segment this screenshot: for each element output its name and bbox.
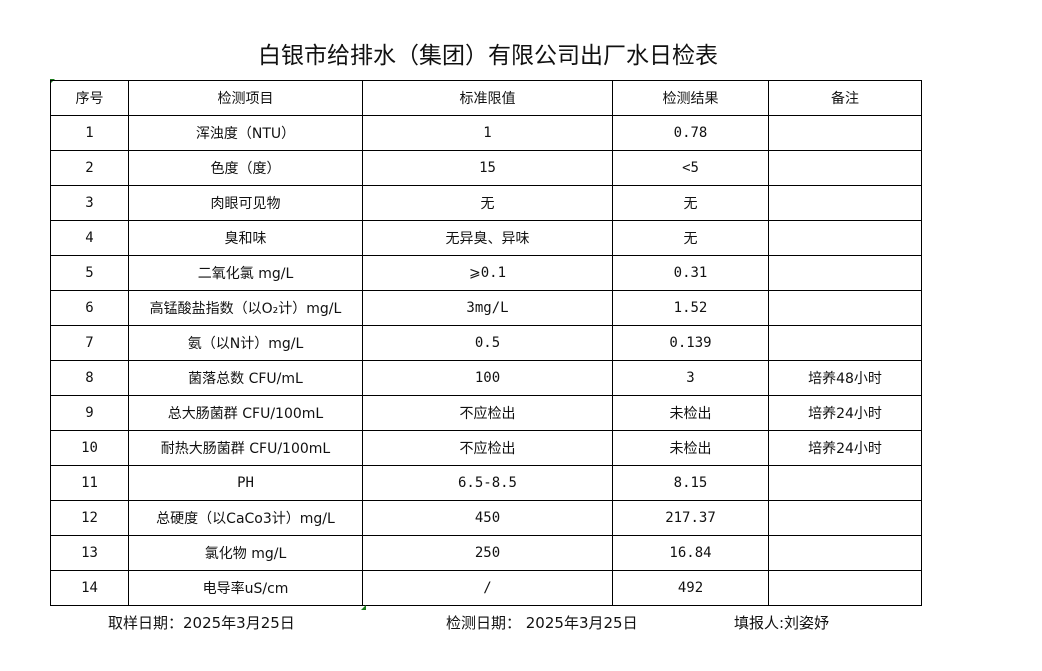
test-item-cell: 臭和味 bbox=[128, 220, 363, 256]
header-row: 序号 检测项目 标准限值 检测结果 备注 bbox=[50, 80, 922, 116]
test-item-cell: 氯化物 mg/L bbox=[128, 535, 363, 571]
test-date: 检测日期： 2025年3月25日 bbox=[446, 614, 638, 632]
row-number-cell: 6 bbox=[50, 290, 129, 326]
row-number-cell: 10 bbox=[50, 430, 129, 466]
standard-limit-cell: 不应检出 bbox=[362, 430, 613, 466]
test-item-cell: 高锰酸盐指数（以O₂计）mg/L bbox=[128, 290, 363, 326]
test-item-cell: 耐热大肠菌群 CFU/100mL bbox=[128, 430, 363, 466]
test-item-cell: 电导率uS/cm bbox=[128, 570, 363, 606]
remark-cell bbox=[768, 535, 922, 571]
standard-limit-cell: / bbox=[362, 570, 613, 606]
row-number-cell: 9 bbox=[50, 395, 129, 431]
water-test-table: 序号 检测项目 标准限值 检测结果 备注 1 浑浊度（NTU） 1 0.78 2 色度（度） 15 <… bbox=[50, 80, 922, 606]
table-row: 4 臭和味 无异臭、异味无 bbox=[50, 220, 922, 256]
remark-cell bbox=[768, 290, 922, 326]
table-row: 14 电导率uS/cm/492 bbox=[50, 570, 922, 606]
standard-limit-cell: 无异臭、异味 bbox=[362, 220, 613, 256]
table-row: 1 浑浊度（NTU） 1 0.78 bbox=[50, 115, 922, 151]
row-number-cell: 13 bbox=[50, 535, 129, 571]
test-result-cell: 8.15 bbox=[612, 465, 769, 501]
row-number-cell: 8 bbox=[50, 360, 129, 396]
test-item-cell: 色度（度） bbox=[128, 150, 363, 186]
remark-cell bbox=[768, 115, 922, 151]
cell-marker bbox=[361, 605, 366, 610]
page-title: 白银市给排水（集团）有限公司出厂水日检表 bbox=[258, 43, 718, 69]
standard-limit-cell: 6.5-8.5 bbox=[362, 465, 613, 501]
sampling-date: 取样日期：2025年3月25日 bbox=[108, 614, 295, 632]
table-row: 8 菌落总数 CFU/mL 100 3 培养48小时 bbox=[50, 360, 922, 396]
remark-cell bbox=[768, 185, 922, 221]
remark-cell bbox=[768, 255, 922, 291]
table-row: 2 色度（度） 15 <5 bbox=[50, 150, 922, 186]
table-row: 11 PH 6.5-8.5 8.15 bbox=[50, 465, 922, 501]
test-item-cell: 肉眼可见物 bbox=[128, 185, 363, 221]
test-result-cell: 3 bbox=[612, 360, 769, 396]
table-row: 3 肉眼可见物无无 bbox=[50, 185, 922, 221]
remark-cell bbox=[768, 220, 922, 256]
standard-limit-cell: 250 bbox=[362, 535, 613, 571]
row-number-cell: 4 bbox=[50, 220, 129, 256]
table-row: 10 耐热大肠菌群 CFU/100mL 不应检出 未检出 培养24小时 bbox=[50, 430, 922, 466]
row-number-cell: 12 bbox=[50, 500, 129, 536]
row-number-cell: 11 bbox=[50, 465, 129, 501]
column-header: 检测项目 bbox=[128, 80, 363, 116]
test-result-cell: 0.78 bbox=[612, 115, 769, 151]
test-result-cell: 492 bbox=[612, 570, 769, 606]
reporter: 填报人:刘姿妤 bbox=[734, 614, 830, 632]
row-number-cell: 1 bbox=[50, 115, 129, 151]
test-result-cell: 未检出 bbox=[612, 430, 769, 466]
remark-cell: 培养24小时 bbox=[768, 395, 922, 431]
remark-cell: 培养24小时 bbox=[768, 430, 922, 466]
table-row: 13 氯化物 mg/L 250 16.84 bbox=[50, 535, 922, 571]
standard-limit-cell: 15 bbox=[362, 150, 613, 186]
test-result-cell: 无 bbox=[612, 220, 769, 256]
remark-cell bbox=[768, 465, 922, 501]
row-number-cell: 3 bbox=[50, 185, 129, 221]
test-item-cell: 二氧化氯 mg/L bbox=[128, 255, 363, 291]
column-header: 检测结果 bbox=[612, 80, 769, 116]
test-item-cell: 总大肠菌群 CFU/100mL bbox=[128, 395, 363, 431]
test-result-cell: 217.37 bbox=[612, 500, 769, 536]
table-row: 9 总大肠菌群 CFU/100mL 不应检出 未检出 培养24小时 bbox=[50, 395, 922, 431]
remark-cell: 培养48小时 bbox=[768, 360, 922, 396]
remark-cell bbox=[768, 150, 922, 186]
row-number-cell: 5 bbox=[50, 255, 129, 291]
test-result-cell: 0.31 bbox=[612, 255, 769, 291]
standard-limit-cell: 100 bbox=[362, 360, 613, 396]
table-row: 7 氨（以N计）mg/L 0.5 0.139 bbox=[50, 325, 922, 361]
remark-cell bbox=[768, 325, 922, 361]
row-number-cell: 7 bbox=[50, 325, 129, 361]
standard-limit-cell: 不应检出 bbox=[362, 395, 613, 431]
test-item-cell: 菌落总数 CFU/mL bbox=[128, 360, 363, 396]
test-item-cell: PH bbox=[128, 465, 363, 501]
test-result-cell: 16.84 bbox=[612, 535, 769, 571]
standard-limit-cell: 1 bbox=[362, 115, 613, 151]
column-header: 标准限值 bbox=[362, 80, 613, 116]
column-header: 备注 bbox=[768, 80, 922, 116]
column-header: 序号 bbox=[50, 80, 129, 116]
standard-limit-cell: 0.5 bbox=[362, 325, 613, 361]
table-row: 12 总硬度（以CaCo3计）mg/L 450 217.37 bbox=[50, 500, 922, 536]
standard-limit-cell: ⩾0.1 bbox=[362, 255, 613, 291]
table-row: 6 高锰酸盐指数（以O₂计）mg/L 3mg/L 1.52 bbox=[50, 290, 922, 326]
test-item-cell: 氨（以N计）mg/L bbox=[128, 325, 363, 361]
standard-limit-cell: 450 bbox=[362, 500, 613, 536]
test-result-cell: 无 bbox=[612, 185, 769, 221]
remark-cell bbox=[768, 570, 922, 606]
test-result-cell: <5 bbox=[612, 150, 769, 186]
standard-limit-cell: 3mg/L bbox=[362, 290, 613, 326]
row-number-cell: 2 bbox=[50, 150, 129, 186]
test-item-cell: 总硬度（以CaCo3计）mg/L bbox=[128, 500, 363, 536]
remark-cell bbox=[768, 500, 922, 536]
table-row: 5 二氧化氯 mg/L ⩾0.1 0.31 bbox=[50, 255, 922, 291]
standard-limit-cell: 无 bbox=[362, 185, 613, 221]
test-result-cell: 未检出 bbox=[612, 395, 769, 431]
test-item-cell: 浑浊度（NTU） bbox=[128, 115, 363, 151]
row-number-cell: 14 bbox=[50, 570, 129, 606]
test-result-cell: 1.52 bbox=[612, 290, 769, 326]
test-result-cell: 0.139 bbox=[612, 325, 769, 361]
